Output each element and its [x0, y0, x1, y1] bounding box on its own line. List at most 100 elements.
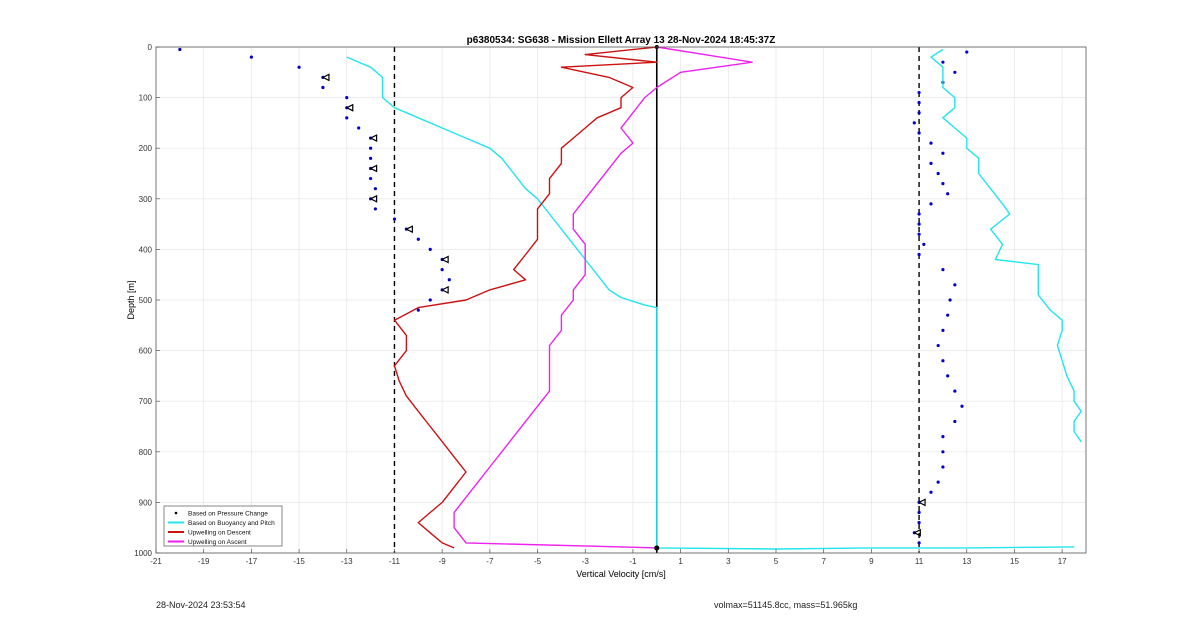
x-axis-label: Vertical Velocity [cm/s] — [576, 569, 666, 579]
x-tick-label: -5 — [534, 557, 542, 566]
data-point-based-on-pressure-change — [936, 343, 940, 348]
footer-volmax-mass: volmax=51145.8cc, mass=51.965kg — [714, 600, 858, 610]
data-point-based-on-pressure-change — [249, 55, 253, 59]
data-point-based-on-pressure-change — [369, 146, 373, 150]
data-point-based-on-pressure-change — [941, 450, 945, 454]
data-point-based-on-pressure-change — [440, 268, 444, 272]
y-tick-label: 800 — [139, 448, 153, 457]
data-point-based-on-pressure-change — [917, 101, 921, 105]
x-tick-label: -15 — [293, 557, 305, 566]
x-tick-label: -13 — [341, 557, 353, 566]
data-point-based-on-pressure-change — [929, 490, 933, 494]
data-point-based-on-pressure-change — [941, 60, 945, 64]
y-tick-label: 500 — [139, 296, 153, 305]
data-point-based-on-pressure-change — [953, 419, 957, 424]
y-tick-label: 700 — [139, 397, 153, 406]
data-point-based-on-pressure-change — [922, 242, 926, 246]
y-tick-label: 900 — [139, 498, 153, 507]
data-point-based-on-pressure-change — [929, 141, 933, 145]
data-point-based-on-pressure-change — [929, 161, 933, 165]
data-point-based-on-pressure-change — [953, 70, 957, 74]
x-tick-label: 1 — [678, 557, 683, 566]
triangle-marker — [369, 134, 378, 143]
x-tick-label: -21 — [150, 557, 162, 566]
legend: Based on Pressure Change Based on Buoyanc… — [163, 505, 283, 547]
data-point-based-on-pressure-change — [357, 126, 361, 130]
data-point-based-on-pressure-change — [917, 212, 921, 216]
y-tick-label: 300 — [139, 195, 153, 204]
legend-label-based-on-pressure-change: Based on Pressure Change — [188, 511, 268, 518]
triangle-marker — [440, 285, 449, 294]
series-line-based-on-buoyancy-and-pitch — [930, 48, 1082, 443]
data-point-based-on-pressure-change — [929, 202, 933, 206]
triangle-marker — [345, 103, 354, 112]
data-point-based-on-pressure-change — [345, 96, 349, 100]
data-point-based-on-pressure-change — [941, 268, 945, 272]
legend-swatch-based-on-pressure-change — [174, 511, 178, 515]
legend-label-upwelling-on-ascent: Upwelling on Ascent — [188, 539, 247, 546]
x-tick-label: -7 — [486, 557, 494, 566]
data-point-based-on-pressure-change — [917, 232, 921, 236]
data-point-based-on-pressure-change — [373, 207, 377, 211]
x-tick-label: 13 — [962, 557, 971, 566]
data-point-based-on-pressure-change — [917, 510, 921, 515]
x-tick-label: -11 — [389, 557, 401, 566]
data-point-based-on-pressure-change — [917, 90, 921, 95]
x-tick-label: 5 — [774, 557, 779, 566]
legend-label-upwelling-on-descent: Upwelling on Descent — [188, 530, 251, 537]
data-point-based-on-pressure-change — [416, 237, 420, 241]
x-tick-label: 7 — [821, 557, 826, 566]
legend-label-based-on-buoyancy-and-pitch: Based on Buoyancy and Pitch — [188, 520, 275, 527]
data-point-based-on-pressure-change — [369, 156, 373, 160]
series-layer — [178, 45, 1082, 551]
x-axis-ticks: -21 -19 -17 -15 -13 -11 -9 -7 -5 -3 -1 1 3 5 7 9 11 13 15 1… — [150, 549, 1067, 566]
data-point-based-on-pressure-change — [178, 47, 182, 52]
data-point-based-on-pressure-change — [948, 298, 952, 302]
bottom-marker — [654, 545, 660, 551]
y-axis-ticks: 0 100 200 300 400 500 600 700 800 900 1000 — [134, 43, 160, 558]
data-point-based-on-pressure-change — [428, 247, 432, 251]
chart-title: p6380534: SG638 - Mission Ellett Array 1… — [467, 35, 776, 46]
legend-box — [163, 505, 283, 547]
data-point-based-on-pressure-change — [428, 298, 432, 302]
data-point-based-on-pressure-change — [941, 328, 945, 332]
data-point-based-on-pressure-change — [447, 278, 451, 282]
data-point-based-on-pressure-change — [917, 521, 921, 525]
triangle-marker — [440, 255, 449, 264]
data-point-based-on-pressure-change — [917, 222, 921, 226]
data-point-based-on-pressure-change — [946, 192, 950, 196]
data-point-based-on-pressure-change — [369, 176, 373, 181]
data-point-based-on-pressure-change — [936, 171, 940, 176]
y-tick-label: 200 — [139, 144, 153, 153]
x-tick-label: 9 — [869, 557, 874, 566]
data-point-based-on-pressure-change — [941, 465, 945, 469]
data-point-based-on-pressure-change — [941, 359, 945, 363]
x-tick-label: -17 — [246, 557, 258, 566]
series-line-based-on-buoyancy-and-pitch — [346, 56, 1075, 550]
x-tick-label: 17 — [1058, 557, 1067, 566]
data-point-based-on-pressure-change — [392, 217, 397, 221]
data-point-based-on-pressure-change — [936, 480, 940, 484]
data-point-based-on-pressure-change — [917, 252, 921, 257]
data-point-based-on-pressure-change — [345, 116, 349, 120]
x-tick-label: 15 — [1010, 557, 1019, 566]
y-tick-label: 1000 — [134, 549, 152, 558]
data-point-based-on-pressure-change — [917, 541, 921, 545]
series-line-upwelling-on-descent — [393, 46, 658, 549]
series-line-upwelling-on-ascent — [453, 46, 753, 549]
triangle-marker — [369, 164, 378, 173]
data-point-based-on-pressure-change — [373, 187, 377, 191]
data-point-based-on-pressure-change — [965, 50, 969, 54]
data-point-based-on-pressure-change — [953, 389, 957, 393]
data-point-based-on-pressure-change — [321, 85, 325, 90]
triangle-marker — [917, 498, 926, 507]
data-point-based-on-pressure-change — [946, 313, 950, 317]
y-tick-label: 100 — [139, 94, 153, 103]
x-tick-label: -3 — [582, 557, 590, 566]
data-point-based-on-pressure-change — [297, 65, 301, 69]
data-point-based-on-pressure-change — [917, 111, 921, 115]
data-point-based-on-pressure-change — [953, 283, 957, 287]
data-point-based-on-pressure-change — [946, 374, 950, 378]
data-point-based-on-pressure-change — [941, 182, 945, 186]
y-tick-label: 400 — [139, 245, 153, 254]
